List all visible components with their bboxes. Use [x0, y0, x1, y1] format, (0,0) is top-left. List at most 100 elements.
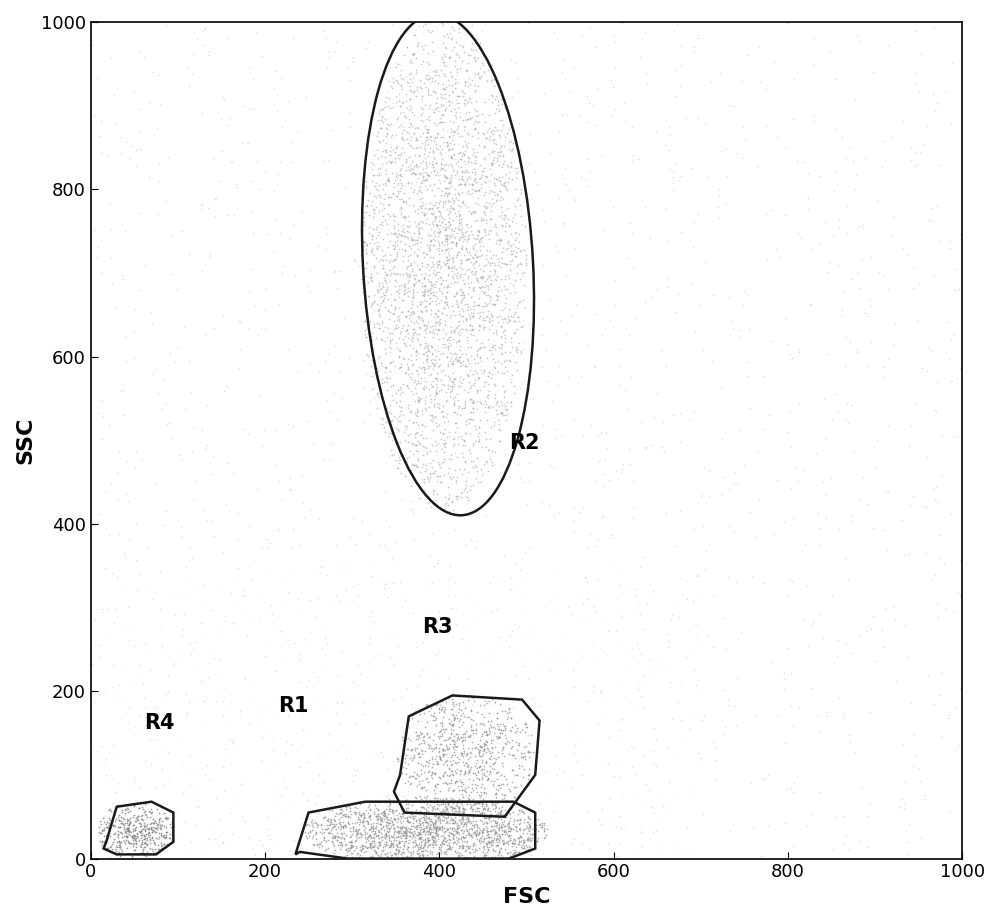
Point: [156, 819, 172, 833]
Point: [114, 830, 130, 845]
Point: [126, 829, 142, 844]
Point: [698, 543, 714, 558]
Point: [438, 157, 454, 171]
Point: [430, 229, 446, 243]
Point: [411, 320, 427, 335]
Point: [504, 119, 520, 134]
Point: [475, 126, 491, 141]
Point: [312, 560, 328, 574]
Point: [250, 609, 266, 624]
Point: [429, 385, 445, 400]
Point: [497, 330, 513, 345]
Point: [425, 207, 441, 222]
Point: [418, 267, 434, 282]
Point: [633, 689, 649, 703]
Point: [368, 331, 384, 346]
Point: [474, 814, 490, 829]
Point: [437, 799, 453, 814]
Point: [478, 201, 494, 216]
Point: [124, 830, 140, 845]
Point: [449, 750, 465, 764]
Point: [525, 745, 541, 760]
Point: [563, 836, 579, 851]
Point: [420, 815, 436, 830]
Point: [416, 821, 432, 835]
Point: [481, 310, 497, 325]
Point: [450, 804, 466, 819]
Point: [411, 702, 427, 716]
Point: [430, 104, 446, 119]
Point: [450, 125, 466, 140]
Point: [851, 34, 867, 49]
Point: [896, 548, 912, 562]
Point: [126, 818, 142, 833]
Point: [460, 78, 476, 93]
Point: [427, 433, 443, 448]
Point: [432, 469, 448, 484]
Point: [366, 830, 382, 845]
Point: [259, 810, 275, 824]
Point: [659, 271, 675, 286]
Point: [149, 818, 165, 833]
Point: [880, 485, 896, 500]
Point: [207, 208, 223, 223]
Point: [491, 768, 507, 783]
Point: [332, 806, 348, 821]
Text: R3: R3: [422, 617, 452, 637]
Point: [419, 447, 435, 462]
Point: [468, 460, 484, 475]
Point: [436, 747, 452, 762]
Point: [454, 837, 470, 852]
Point: [306, 837, 322, 852]
Point: [398, 761, 414, 775]
Point: [513, 777, 529, 792]
Point: [452, 270, 468, 285]
Point: [377, 846, 393, 861]
Point: [302, 593, 318, 608]
Point: [443, 31, 459, 46]
Point: [476, 743, 492, 758]
Point: [534, 818, 550, 833]
Point: [365, 822, 381, 836]
Point: [491, 833, 507, 847]
Point: [453, 774, 469, 789]
Point: [440, 732, 456, 747]
Point: [352, 667, 368, 681]
Point: [364, 604, 380, 619]
Point: [497, 827, 513, 842]
Point: [782, 347, 798, 361]
Point: [344, 835, 360, 850]
Point: [863, 335, 879, 349]
Point: [419, 823, 435, 838]
Point: [432, 816, 448, 831]
Point: [298, 703, 314, 718]
Point: [477, 184, 493, 199]
Point: [371, 837, 387, 852]
Point: [343, 845, 359, 860]
Point: [378, 829, 394, 844]
Point: [489, 716, 505, 731]
Point: [314, 842, 330, 857]
Point: [371, 321, 387, 336]
Point: [488, 833, 504, 847]
Point: [842, 735, 858, 750]
Point: [400, 815, 416, 830]
Point: [465, 404, 481, 419]
Point: [481, 811, 497, 826]
Point: [431, 457, 447, 472]
Point: [434, 404, 450, 419]
Point: [141, 821, 157, 835]
Point: [475, 317, 491, 332]
Point: [427, 130, 443, 145]
Point: [800, 201, 816, 216]
Point: [443, 452, 459, 467]
Point: [463, 719, 479, 734]
Point: [408, 313, 424, 328]
Point: [136, 827, 152, 842]
Point: [499, 103, 515, 118]
Point: [445, 823, 461, 838]
Point: [126, 84, 142, 99]
Point: [406, 28, 422, 42]
Point: [472, 249, 488, 264]
Point: [462, 112, 478, 126]
